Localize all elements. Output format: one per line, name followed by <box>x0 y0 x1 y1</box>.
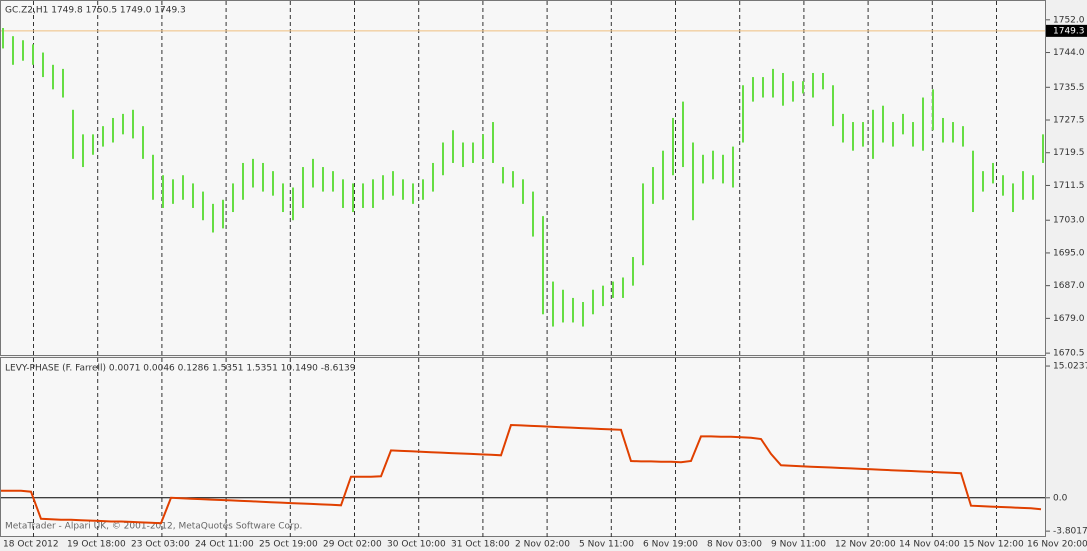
watermark: MetaTrader - Alpari UK, © 2001-2012, Met… <box>5 522 302 532</box>
x-tick-label: 30 Oct 10:00 <box>387 540 446 550</box>
x-tick-label: 15 Nov 12:00 <box>963 540 1024 550</box>
time-grid <box>33 1 997 537</box>
y-tick-label: 15.0237 <box>1053 362 1087 372</box>
x-tick-label: 25 Oct 19:00 <box>259 540 318 550</box>
x-tick-label: 12 Nov 20:00 <box>835 540 896 550</box>
y-tick-label: 1687.0 <box>1053 281 1085 291</box>
x-tick-label: 23 Oct 03:00 <box>131 540 190 550</box>
y-tick-label: 1719.5 <box>1053 148 1085 158</box>
y-tick-label: 0.0 <box>1053 493 1068 503</box>
last-price-label: 1749.3 <box>1053 26 1085 36</box>
y-tick-label: 1744.0 <box>1053 48 1085 58</box>
y-tick-label: 1679.0 <box>1053 314 1085 324</box>
y-tick-label: 1670.5 <box>1053 349 1085 359</box>
x-tick-label: 19 Oct 18:00 <box>67 540 126 550</box>
x-tick-label: 29 Oct 02:00 <box>323 540 382 550</box>
y-tick-label: 1735.5 <box>1053 83 1085 93</box>
y-tick-label: 1695.0 <box>1053 248 1085 258</box>
y-tick-label: 1727.5 <box>1053 116 1085 126</box>
x-tick-label: 24 Oct 11:00 <box>195 540 254 550</box>
last-price-box <box>1046 24 1087 37</box>
y-tick-label: 1703.0 <box>1053 216 1085 226</box>
indicator-line <box>1 423 1042 525</box>
x-tick-label: 9 Nov 11:00 <box>771 540 826 550</box>
x-tick-label: 14 Nov 04:00 <box>899 540 960 550</box>
indicator-pane <box>0 357 1046 537</box>
x-tick-label: 8 Nov 03:00 <box>707 540 762 550</box>
y-tick-label: 1711.5 <box>1053 181 1085 191</box>
symbol-header: GC.Z2,H1 1749.8 1750.5 1749.0 1749.3 <box>5 6 186 16</box>
y-tick-label: 1752.0 <box>1053 15 1085 25</box>
price-pane <box>0 0 1046 356</box>
y-tick-label: -3.8017 <box>1053 527 1087 537</box>
indicator-title: LEVY-PHASE (F. Farrell) 0.0071 0.0046 0.… <box>5 364 356 374</box>
x-tick-label: 16 Nov 20:00 <box>1027 540 1087 550</box>
x-tick-label: 6 Nov 19:00 <box>643 540 698 550</box>
x-tick-label: 18 Oct 2012 <box>3 540 59 550</box>
x-tick-label: 31 Oct 18:00 <box>451 540 510 550</box>
x-tick-label: 5 Nov 11:00 <box>579 540 634 550</box>
x-tick-label: 2 Nov 02:00 <box>515 540 570 550</box>
